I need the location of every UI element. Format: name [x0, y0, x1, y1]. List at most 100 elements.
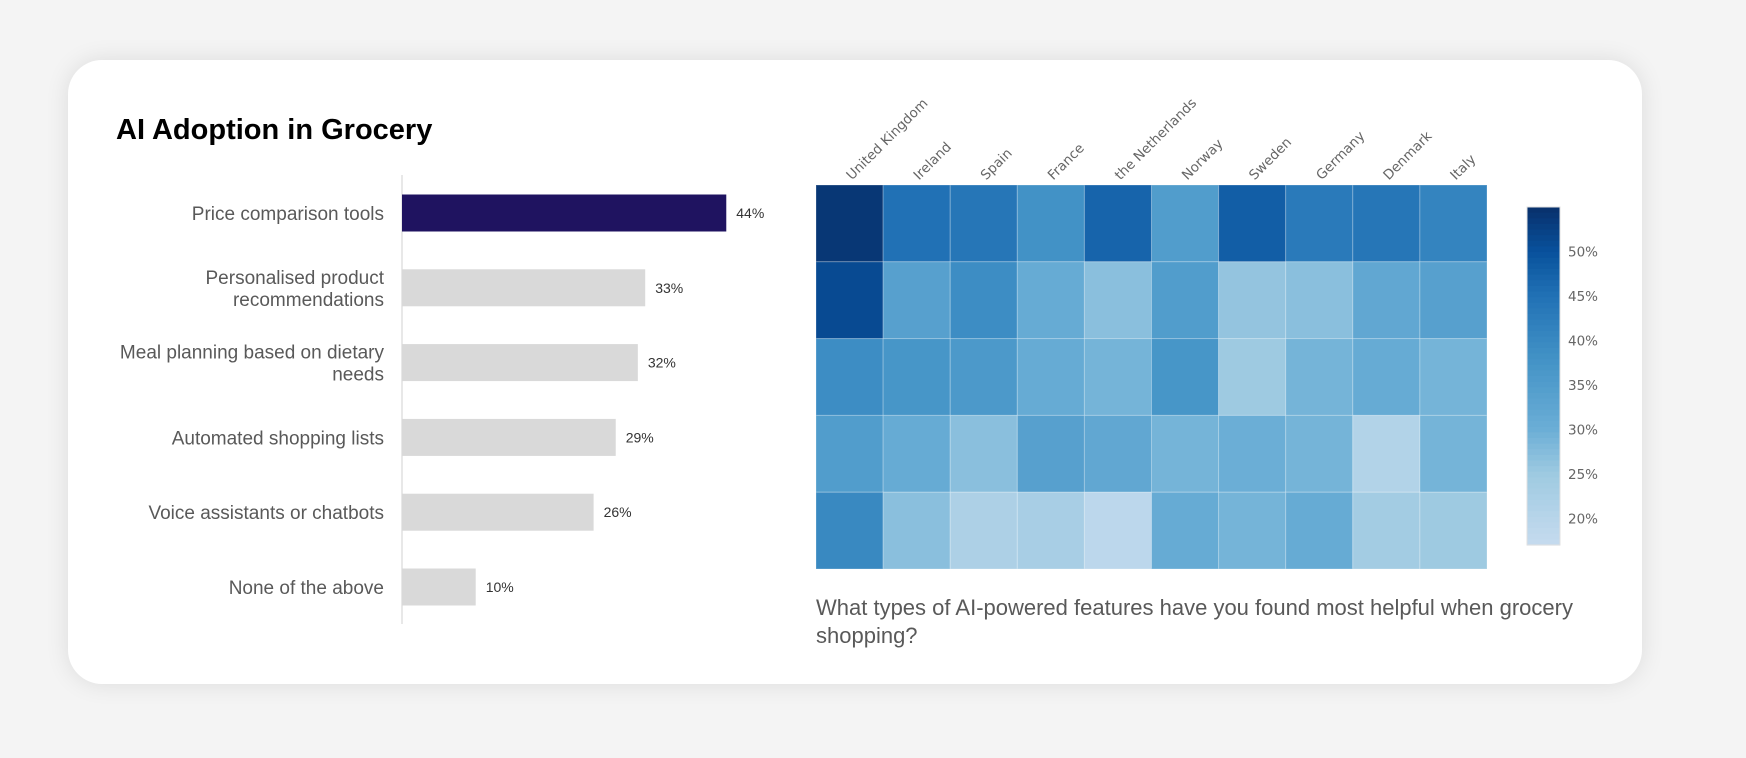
heatmap-cell — [949, 491, 1018, 570]
heatmap-cell — [882, 338, 951, 416]
colorbar-segment — [1527, 387, 1560, 394]
colorbar-segment — [1527, 426, 1560, 433]
colorbar-tick-label: 50% — [1568, 244, 1598, 260]
heatmap-column-label: Norway — [1179, 136, 1227, 184]
colorbar-segment — [1527, 533, 1560, 540]
chart-title: AI Adoption in Grocery — [116, 114, 433, 146]
colorbar-tick-label: 30% — [1568, 422, 1598, 438]
colorbar-segment — [1527, 347, 1560, 355]
colorbar-border — [1526, 206, 1561, 546]
heatmap-cell — [1016, 491, 1085, 570]
bar-category-label: Meal planning based on dietary — [120, 343, 385, 364]
bar-data-label: 44% — [736, 205, 764, 221]
heatmap-cell — [1352, 261, 1421, 340]
colorbar-segment — [1527, 274, 1560, 281]
colorbar-tick-label: 35% — [1568, 378, 1598, 394]
bar-data-label: 10% — [486, 579, 514, 595]
colorbar-segment — [1527, 353, 1560, 360]
heatmap-cell — [1218, 261, 1287, 340]
heatmap-cell — [1285, 414, 1354, 493]
bar-category-label: Price comparison tools — [192, 204, 384, 225]
colorbar-segment — [1527, 437, 1560, 445]
colorbar-segment — [1527, 499, 1560, 507]
colorbar-tick-label: 45% — [1568, 289, 1598, 305]
colorbar-segment — [1527, 483, 1560, 490]
heatmap-cell — [882, 261, 951, 340]
colorbar-segment — [1527, 421, 1560, 428]
heatmap-cell — [815, 261, 884, 340]
heatmap-cell — [1285, 261, 1354, 340]
heatmap-cell — [1083, 491, 1153, 570]
colorbar-segment — [1527, 415, 1560, 422]
bar — [402, 194, 727, 232]
heatmap-cell — [1419, 338, 1488, 416]
bar-category-label: needs — [332, 365, 384, 386]
colorbar-segment — [1527, 460, 1560, 467]
colorbar-segment — [1527, 454, 1560, 462]
colorbar-segment — [1527, 336, 1560, 343]
heatmap-cell — [1285, 338, 1354, 416]
heatmap-cell — [882, 414, 951, 493]
bar-category-label: Personalised product — [206, 268, 385, 289]
heatmap-cell — [882, 491, 951, 570]
heatmap-column-label: Germany — [1313, 128, 1368, 183]
colorbar-segment — [1527, 516, 1560, 524]
colorbar-segment — [1527, 449, 1560, 456]
colorbar-segment — [1527, 314, 1560, 321]
heatmap-cell — [1218, 491, 1287, 570]
heatmap-cell — [1151, 491, 1220, 570]
colorbar-segment — [1527, 505, 1560, 512]
heatmap-cell — [1151, 184, 1220, 263]
heatmap-cell — [1218, 414, 1287, 493]
bar — [402, 418, 616, 456]
heatmap-cell — [1083, 338, 1153, 416]
colorbar-segment — [1527, 229, 1560, 236]
colorbar-segment — [1527, 291, 1560, 298]
heatmap-cell — [1151, 338, 1220, 416]
heatmap-cell — [1285, 491, 1354, 570]
heatmap-column-label: Italy — [1447, 151, 1479, 183]
colorbar-segment — [1527, 539, 1560, 546]
heatmap-cell — [949, 261, 1018, 340]
bar-data-label: 26% — [604, 504, 632, 520]
heatmap-cell — [1151, 261, 1220, 340]
colorbar-segment — [1527, 325, 1560, 332]
colorbar-segment — [1527, 398, 1560, 405]
colorbar-segment — [1527, 252, 1560, 259]
heatmap-column-label: Sweden — [1246, 134, 1295, 183]
heatmap-column-label: France — [1045, 140, 1088, 183]
bar-data-label: 33% — [655, 280, 683, 296]
colorbar-segment — [1527, 432, 1560, 439]
bar — [402, 568, 476, 606]
heatmap-cell — [1352, 338, 1421, 416]
colorbar-segment — [1527, 511, 1560, 518]
heatmap-cell — [1419, 491, 1488, 570]
colorbar-segment — [1527, 285, 1560, 293]
colorbar-segment — [1527, 235, 1560, 242]
bar-category-label: Automated shopping lists — [172, 428, 384, 449]
colorbar-segment — [1527, 319, 1560, 326]
heatmap-cell — [815, 184, 884, 263]
heatmap-cell — [1016, 338, 1085, 416]
heatmap-cell — [1016, 261, 1085, 340]
heatmap-cell — [1083, 184, 1153, 263]
heatmap-cell — [815, 338, 884, 416]
heatmap-cell — [1419, 414, 1488, 493]
colorbar-segment — [1527, 488, 1560, 495]
bar-category-label: Voice assistants or chatbots — [148, 503, 384, 524]
heatmap-column-label: Denmark — [1380, 128, 1435, 183]
colorbar-segment — [1527, 364, 1560, 371]
colorbar-segment — [1527, 268, 1560, 276]
colorbar-segment — [1527, 212, 1560, 219]
heatmap-cell — [1218, 338, 1287, 416]
colorbar-segment — [1527, 370, 1560, 377]
colorbar-segment — [1527, 409, 1560, 417]
colorbar-segment — [1527, 359, 1560, 366]
heatmap-column-label: Spain — [978, 146, 1016, 184]
heatmap-cell — [882, 184, 951, 263]
bar — [402, 493, 594, 531]
colorbar-segment — [1527, 257, 1560, 264]
colorbar-segment — [1527, 240, 1560, 248]
colorbar-segment — [1527, 376, 1560, 383]
